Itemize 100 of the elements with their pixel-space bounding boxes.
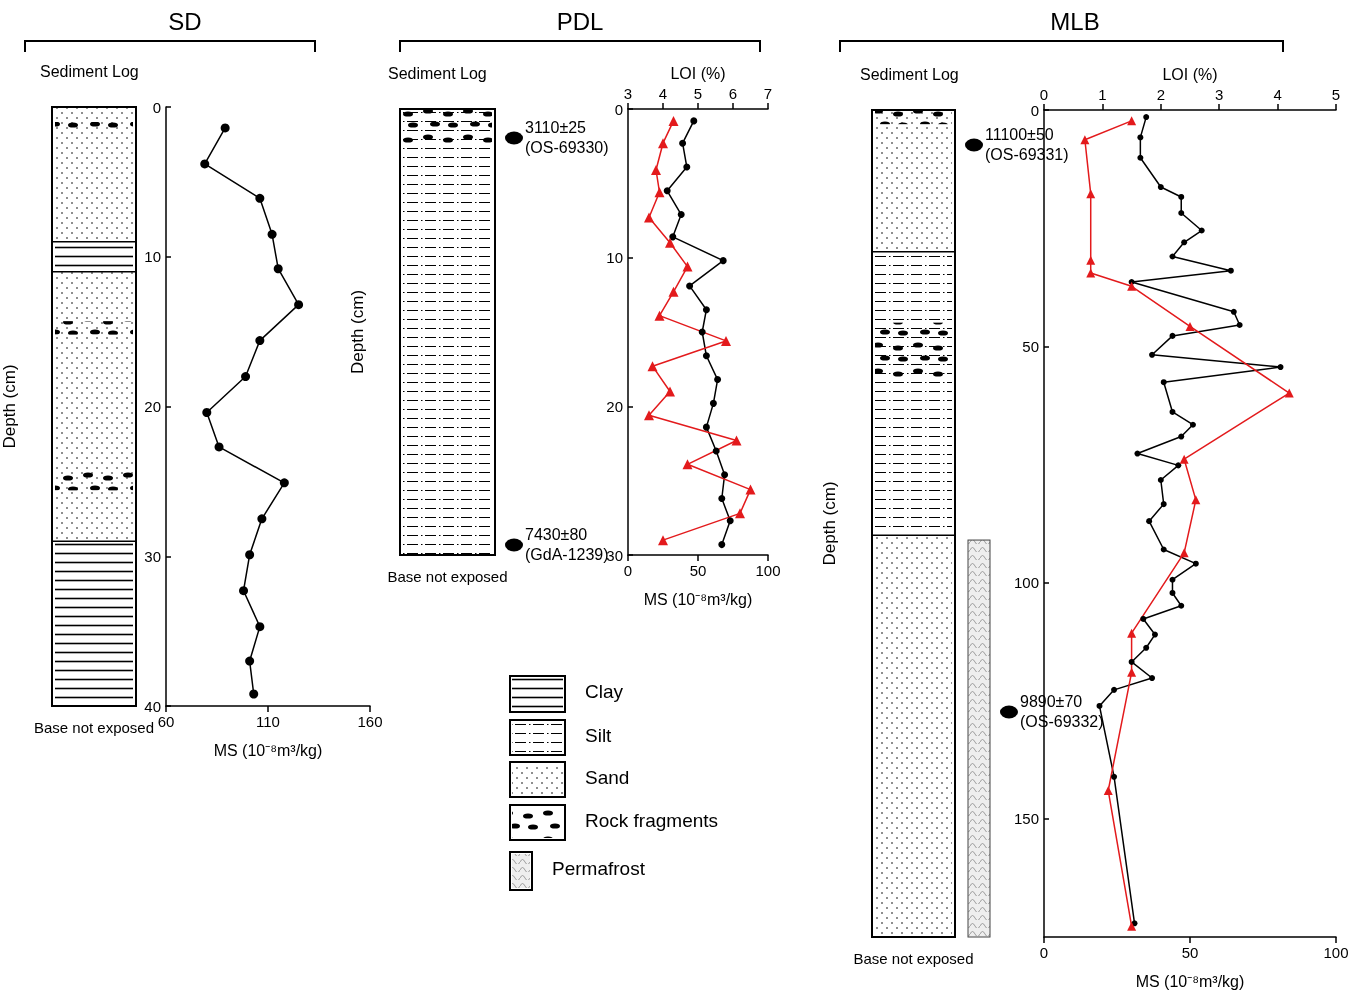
- point: [1178, 602, 1185, 609]
- point: [718, 495, 726, 502]
- point: [255, 336, 265, 346]
- x-tick-label: 50: [1181, 944, 1199, 961]
- point: [677, 211, 685, 219]
- point: [726, 517, 734, 525]
- text: 7430±80 (GdA-1239): [525, 525, 609, 565]
- y-tick-label: 100: [1013, 574, 1039, 592]
- point: [683, 163, 691, 171]
- chart-title: SD: [168, 7, 202, 35]
- point: [1178, 193, 1185, 200]
- point: [249, 689, 259, 699]
- x2-tick-label: 4: [658, 85, 668, 102]
- text: Permafrost: [552, 858, 645, 879]
- y-tick-label: 0: [1030, 101, 1039, 119]
- x-tick-label: 100: [755, 562, 781, 579]
- point: [1149, 351, 1156, 358]
- point: [719, 257, 727, 265]
- text: Silt: [585, 724, 612, 746]
- point: [1151, 631, 1158, 638]
- text: Sand: [585, 766, 630, 788]
- text: 3110±25 (OS-69330): [525, 118, 609, 158]
- x2-tick-label: 2: [1156, 86, 1165, 103]
- x2-tick-label: 1: [1098, 86, 1107, 103]
- point: [1146, 518, 1153, 525]
- text: Sediment Log: [40, 62, 139, 82]
- point: [1169, 332, 1176, 339]
- point: [200, 159, 210, 169]
- point: [1157, 184, 1164, 191]
- point: [709, 399, 717, 407]
- point: [718, 541, 726, 549]
- point: [690, 117, 698, 125]
- x-axis-title: MS (10⁻⁸m³/kg): [643, 590, 753, 608]
- x-axis-title: MS (10⁻⁸m³/kg): [213, 741, 323, 759]
- point: [1160, 379, 1167, 386]
- point: [245, 550, 255, 560]
- x-axis-title: MS (10⁻⁸m³/kg): [1135, 972, 1245, 990]
- point: [1137, 154, 1144, 161]
- point: [220, 123, 230, 133]
- x2-tick-label: 4: [1273, 86, 1282, 103]
- point: [1169, 576, 1176, 583]
- point: [686, 282, 694, 290]
- point: [1227, 267, 1234, 274]
- point: [255, 622, 265, 632]
- chart-title: PDL: [556, 7, 604, 35]
- x2-tick-label: 3: [623, 85, 633, 102]
- point: [239, 586, 249, 596]
- y-axis-title: Depth (cm): [820, 481, 839, 566]
- y-tick-label: 20: [606, 397, 623, 415]
- point: [294, 300, 304, 310]
- point: [1128, 658, 1135, 665]
- x2-axis-title: LOI (%): [670, 64, 726, 82]
- text: Clay: [585, 681, 624, 702]
- text: Base not exposed: [33, 718, 155, 738]
- x-tick-label: 160: [357, 713, 383, 730]
- point: [669, 233, 677, 241]
- point: [1137, 134, 1144, 141]
- text: Base not exposed: [387, 567, 508, 587]
- point: [702, 423, 710, 431]
- point: [712, 447, 720, 455]
- text: Sediment Log: [388, 64, 487, 84]
- point: [1169, 589, 1176, 596]
- x2-tick-label: 6: [728, 85, 738, 102]
- point: [267, 229, 277, 239]
- point: [1178, 210, 1185, 217]
- y-tick-label: 10: [606, 249, 623, 267]
- point: [1169, 408, 1176, 415]
- point: [202, 407, 212, 417]
- point: [1143, 114, 1150, 121]
- point: [241, 372, 251, 382]
- point: [663, 187, 671, 195]
- point: [1178, 433, 1185, 440]
- point: [1192, 560, 1199, 567]
- x2-tick-label: 7: [763, 85, 773, 102]
- point: [1111, 773, 1118, 780]
- point: [1230, 308, 1237, 315]
- point: [698, 328, 706, 336]
- point: [257, 514, 267, 524]
- x2-tick-label: 5: [1331, 86, 1341, 103]
- point: [1157, 477, 1164, 484]
- point: [1277, 364, 1284, 371]
- text: Base not exposed: [853, 949, 974, 969]
- point: [1198, 227, 1205, 234]
- chart-title: MLB: [1050, 7, 1100, 35]
- x-tick-label: 100: [1323, 944, 1349, 961]
- text: Sediment Log: [860, 65, 959, 85]
- point: [1189, 421, 1196, 428]
- point: [1149, 675, 1156, 682]
- y-tick-label: 30: [144, 547, 161, 565]
- point: [279, 478, 289, 488]
- point: [1140, 615, 1147, 622]
- point: [255, 193, 265, 203]
- point: [1181, 239, 1188, 246]
- point: [1236, 322, 1243, 329]
- y-axis-title: Depth (cm): [0, 364, 19, 449]
- y-tick-label: 20: [144, 398, 161, 415]
- y-axis-title: Depth (cm): [348, 289, 367, 375]
- x2-tick-label: 5: [693, 85, 703, 102]
- point: [1111, 686, 1118, 693]
- point: [1096, 702, 1103, 709]
